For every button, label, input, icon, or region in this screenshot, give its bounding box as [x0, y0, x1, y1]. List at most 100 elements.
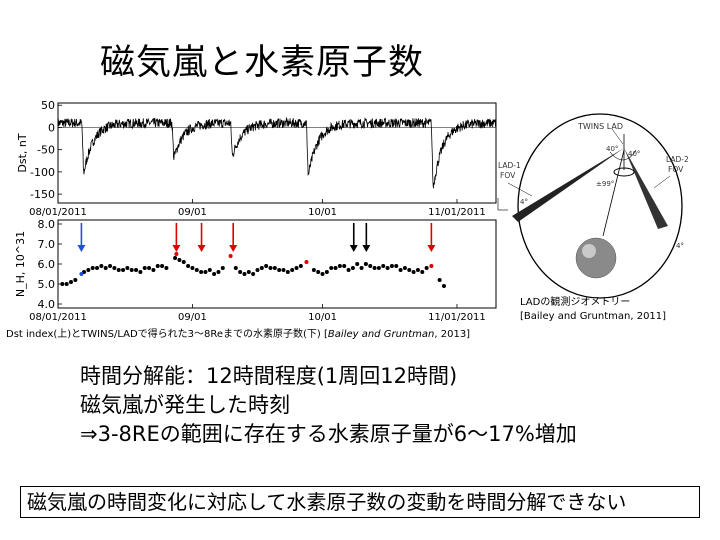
nh-point: [251, 272, 256, 276]
figure-caption: Dst index(上)とTWINS/LADで得られた3～8Reまでの水素原子数…: [6, 329, 471, 340]
nh-point: [125, 266, 130, 270]
nh-point: [285, 270, 290, 274]
nh-point: [324, 270, 329, 274]
dst-series-line: [57, 116, 497, 189]
nh-arrow-head: [349, 245, 358, 252]
nh-point: [320, 272, 325, 276]
dst-xtick-label: 11/01/2011: [428, 207, 486, 218]
angle-arc-40-right: [623, 149, 637, 161]
dst-ytick-label: -100: [30, 166, 55, 179]
earth-sphere: [575, 237, 617, 279]
nh-point: [411, 270, 416, 274]
angle-label-4-right: 4°: [676, 242, 684, 250]
nh-ylabel: N_H, 10^31: [14, 231, 27, 297]
nh-point: [329, 266, 334, 270]
angle-label-4-left: 4°: [520, 198, 528, 206]
nh-point: [259, 266, 264, 270]
nh-point: [437, 278, 442, 282]
nh-point: [212, 272, 217, 276]
body-line-increase: ⇒3-8REの範囲に存在する水素原子量が6～17%増加: [80, 422, 577, 446]
nh-point: [116, 268, 121, 272]
slide-title: 磁気嵐と水素原子数: [100, 43, 425, 83]
nh-point: [64, 282, 69, 286]
dst-frame: [57, 102, 497, 204]
hydrogen-count-chart: 8.0 7.0 6.0 5.0 4.008/01/2011 09/01 10/01 11/01…: [14, 218, 497, 323]
nh-arrow-head: [197, 245, 206, 252]
earth-highlight: [582, 244, 596, 258]
dst-xtick-label: 09/01: [178, 207, 207, 218]
lad-2-fov-label: FOV: [668, 165, 684, 174]
nh-point: [86, 268, 91, 272]
dst-ytick-label: -150: [30, 188, 55, 201]
angle-arc-40-left: [609, 151, 625, 161]
nh-point: [147, 266, 152, 270]
lad-2-label: LAD-2: [666, 155, 689, 164]
nh-arrow-head: [77, 245, 86, 252]
nh-point: [142, 266, 147, 270]
nh-point: [268, 266, 273, 270]
nh-point: [402, 266, 407, 270]
angle-label-40-right: 40°: [628, 150, 640, 158]
dst-ylabel: Dst, nT: [16, 133, 29, 172]
orbit-ellipse: [517, 113, 683, 299]
nh-point: [151, 268, 156, 272]
nh-point: [160, 264, 165, 268]
nh-point: [368, 264, 373, 268]
nh-point: [181, 260, 186, 264]
nh-point: [415, 268, 420, 272]
nh-ytick-label: 4.0: [38, 298, 56, 311]
nh-point: [298, 264, 303, 268]
nh-point: [372, 266, 377, 270]
nh-point-storm: [429, 264, 434, 268]
twins-lad-label: TWINS LAD: [577, 122, 623, 131]
nh-point: [424, 266, 429, 270]
lad-1-label: LAD-1: [498, 161, 521, 170]
lad-1-fov-label: FOV: [500, 171, 516, 180]
nh-point: [177, 258, 182, 262]
nh-point: [242, 272, 247, 276]
nh-point: [342, 264, 347, 268]
nh-arrow-head: [229, 245, 238, 252]
nh-point: [290, 268, 295, 272]
nh-point: [186, 264, 191, 268]
dst-ytick-label: -50: [37, 144, 55, 157]
nh-xtick-label: 09/01: [178, 312, 207, 323]
nh-point: [277, 268, 282, 272]
nh-point-storm: [304, 260, 309, 264]
nh-point: [99, 264, 104, 268]
nh-point: [385, 266, 390, 270]
nh-point: [103, 266, 108, 270]
nh-point: [112, 266, 117, 270]
nh-point: [207, 268, 212, 272]
nadir-line: [602, 149, 625, 237]
nh-point: [129, 268, 134, 272]
dst-ytick-label: 50: [41, 99, 55, 112]
dst-chart: 50 0 -50 -100 -150 08/01/2011 09/01 10/01 11/01/…: [16, 99, 497, 218]
nh-point: [199, 270, 204, 274]
nh-point: [441, 284, 446, 288]
nh-xtick-label: 10/01: [308, 312, 337, 323]
nh-point: [355, 262, 360, 266]
dst-ytick-label: 0: [48, 121, 55, 134]
nh-arrow-head: [427, 245, 436, 252]
nh-point-blue: [79, 272, 84, 276]
nh-point: [255, 268, 260, 272]
nh-point: [381, 264, 386, 268]
nh-point: [60, 282, 65, 286]
nh-point: [238, 270, 243, 274]
conclusion-box: 磁気嵐の時間変化に対応して水素原子数の変動を時間分解できない: [20, 486, 700, 518]
nh-arrow-head: [362, 245, 371, 252]
nh-point: [333, 266, 338, 270]
nh-ytick-label: 8.0: [38, 218, 56, 231]
nh-point: [173, 256, 178, 260]
body-line-resolution: 時間分解能：12時間程度(1周回12時間): [80, 364, 458, 388]
nh-point: [95, 266, 100, 270]
nh-point: [203, 270, 208, 274]
nh-point: [155, 264, 160, 268]
diagram-caption: LADの観測ジオメトリー [Bailey and Gruntman, 2011]: [520, 297, 667, 322]
nh-point: [264, 264, 269, 268]
nh-point: [272, 266, 277, 270]
nh-point: [346, 268, 351, 272]
nh-point: [337, 264, 342, 268]
